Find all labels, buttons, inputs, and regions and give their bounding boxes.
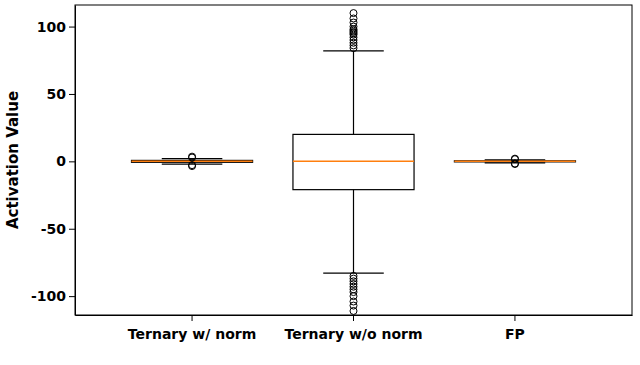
y-axis: -100 -50 0 50 100	[31, 6, 76, 316]
y-tick: -100	[31, 288, 75, 304]
outlier	[350, 10, 357, 17]
x-tick-label: Ternary w/ norm	[128, 326, 256, 342]
x-tick-label: Ternary w/o norm	[284, 326, 422, 342]
median	[293, 161, 414, 163]
y-tick-mark	[69, 296, 75, 297]
y-tick: 0	[56, 153, 75, 169]
cap	[162, 163, 223, 164]
y-tick: 50	[47, 86, 75, 102]
outlier	[350, 19, 357, 26]
boxes	[132, 10, 576, 315]
y-tick-mark	[69, 94, 75, 95]
y-tick-mark	[69, 27, 75, 28]
y-tick: -50	[41, 221, 75, 237]
x-tick-mark	[192, 315, 193, 321]
x-tick: Ternary w/o norm	[284, 315, 422, 342]
plot-frame	[75, 5, 632, 315]
x-tick-mark	[353, 315, 354, 321]
chart: -100 -50 0 50 100 Ternary w/ norm Ternary w/o …	[0, 0, 640, 365]
outlier	[350, 307, 357, 314]
outlier	[350, 289, 357, 296]
outlier	[189, 163, 196, 170]
outlier	[189, 162, 196, 169]
y-tick: 100	[37, 19, 75, 35]
outlier	[350, 298, 357, 305]
y-tick-mark	[69, 161, 75, 162]
x-tick-label: FP	[505, 326, 525, 342]
whisker	[353, 190, 354, 274]
box	[293, 134, 414, 189]
y-axis-title: Activation Value	[4, 91, 22, 229]
whisker	[353, 51, 354, 135]
outlier	[189, 154, 196, 161]
x-axis: Ternary w/ norm Ternary w/o norm FP	[76, 315, 633, 342]
x-tick-mark	[514, 315, 515, 321]
y-tick-label: 50	[47, 86, 67, 102]
y-tick-label: -50	[41, 221, 67, 237]
plot-area: -100 -50 0 50 100 Ternary w/ norm Ternary w/o …	[31, 5, 633, 342]
outlier	[511, 161, 518, 168]
box-group	[293, 10, 414, 315]
x-tick: Ternary w/ norm	[128, 315, 256, 342]
cap	[162, 158, 223, 159]
x-tick: FP	[505, 315, 525, 342]
outlier	[350, 23, 357, 30]
outlier	[511, 160, 518, 167]
box-group	[454, 155, 575, 167]
box-group	[132, 153, 253, 169]
y-tick-label: 100	[37, 19, 66, 35]
outlier	[189, 153, 196, 160]
y-tick-label: 0	[56, 153, 66, 169]
y-tick-mark	[69, 229, 75, 230]
y-tick-label: -100	[31, 288, 66, 304]
